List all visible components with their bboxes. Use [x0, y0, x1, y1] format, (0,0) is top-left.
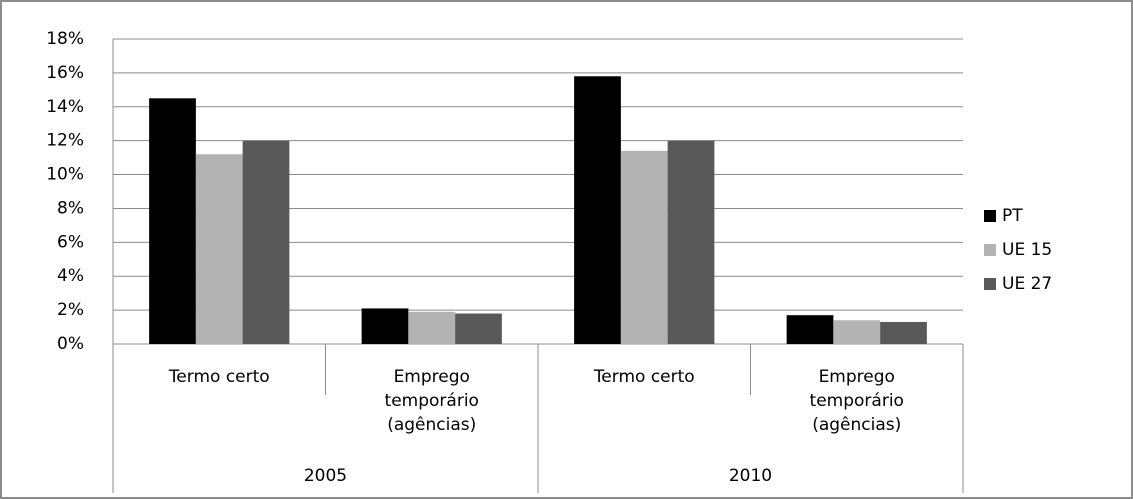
- bar: [620, 150, 668, 344]
- bar: [574, 76, 621, 345]
- x-tick-label: Emprego: [394, 367, 470, 387]
- y-tick-label: 4%: [57, 266, 84, 286]
- x-tick-label: temporário: [385, 391, 479, 411]
- bar: [786, 315, 834, 344]
- legend-swatch: [984, 278, 996, 290]
- y-tick-label: 12%: [46, 131, 84, 151]
- bar: [833, 320, 881, 344]
- bar: [667, 140, 715, 344]
- bar: [455, 313, 502, 344]
- bar: [408, 311, 456, 344]
- x-tick-label: (agências): [812, 415, 901, 435]
- legend-swatch: [984, 210, 996, 222]
- x-tick-label: Termo certo: [593, 367, 695, 387]
- group-label: 2010: [729, 466, 772, 486]
- legend-label: UE 27: [1002, 274, 1052, 294]
- bar: [195, 154, 243, 344]
- legend-label: UE 15: [1002, 240, 1052, 260]
- x-tick-label: (agências): [387, 415, 476, 435]
- y-tick-label: 0%: [57, 334, 84, 354]
- group-label: 2005: [304, 466, 347, 486]
- bar: [149, 98, 196, 344]
- y-tick-label: 14%: [46, 97, 84, 117]
- y-tick-label: 2%: [57, 300, 84, 320]
- bar: [361, 308, 409, 344]
- legend-label: PT: [1002, 206, 1023, 226]
- legend-swatch: [984, 244, 996, 256]
- y-tick-label: 10%: [46, 165, 84, 185]
- y-tick-label: 6%: [57, 232, 84, 252]
- x-tick-label: Termo certo: [168, 367, 270, 387]
- y-tick-label: 16%: [46, 63, 84, 83]
- y-tick-label: 18%: [46, 29, 84, 49]
- x-tick-label: Emprego: [819, 367, 895, 387]
- x-tick-label: temporário: [810, 391, 904, 411]
- bar: [242, 140, 290, 344]
- bar: [880, 321, 927, 344]
- y-tick-label: 8%: [57, 198, 84, 218]
